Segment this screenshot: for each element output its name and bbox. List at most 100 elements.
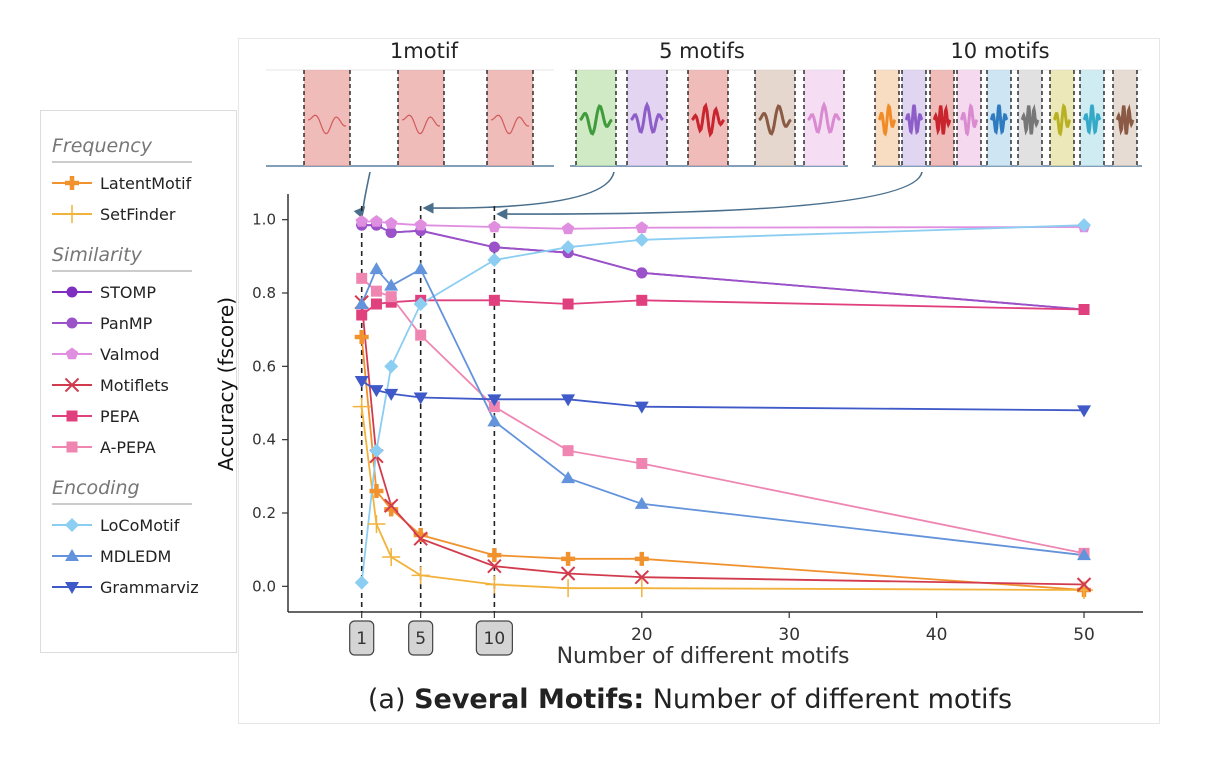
data-point-motiflets [413, 531, 428, 546]
legend-marker-pepa [66, 410, 78, 422]
data-point-grammarviz [561, 394, 576, 407]
data-point-pepa [488, 294, 500, 306]
caption-bold: Several Motifs: [414, 684, 644, 715]
data-point-setfinder [632, 579, 651, 598]
motif-wave [630, 101, 664, 134]
data-point-pepa [1078, 304, 1090, 315]
inset-arrow [496, 171, 923, 220]
data-point-latentmotif [354, 330, 369, 344]
motif-wave [807, 101, 841, 134]
legend-label-motiflets: Motiflets [100, 376, 169, 395]
data-point-mdledm [369, 262, 384, 275]
inset-arrows [353, 171, 923, 220]
data-point-grammarviz [369, 385, 384, 398]
data-point-locomotif [561, 240, 576, 255]
legend-marker-stomp [66, 286, 78, 298]
x-tick-label: 20 [631, 625, 653, 645]
data-point-grammarviz [487, 394, 502, 407]
x-ticks: 1 5 10 20 30 40 50 [349, 612, 1095, 656]
data-point-valmod [370, 215, 383, 227]
legend-marker-setfinder [63, 205, 81, 223]
data-point-grammarviz [1077, 405, 1092, 418]
data-point-valmod [414, 218, 427, 231]
data-point-grammarviz [354, 376, 369, 388]
data-point-latentmotif [369, 484, 384, 498]
legend-label-pepa: PEPA [100, 407, 139, 426]
motif-wave [758, 104, 792, 136]
data-point-motiflets [383, 498, 399, 513]
data-point-motiflets [487, 558, 502, 574]
data-point-motiflets [634, 569, 650, 585]
caption-rest: Number of different motifs [644, 684, 1012, 715]
data-point-locomotif [369, 443, 384, 458]
inset-panel-label: 5 motifs [659, 39, 745, 63]
data-point-grammarviz [413, 392, 428, 405]
data-point-mdledm [1077, 548, 1092, 561]
x-tick-box [475, 620, 513, 656]
motif-wave [1082, 104, 1102, 136]
legend-panel [40, 110, 237, 653]
y-tick-label: 0.0 [252, 577, 276, 595]
motif-wave [579, 104, 613, 136]
series-markers [352, 215, 1094, 599]
data-point-motiflets [560, 566, 576, 581]
y-tick-label: 0.2 [252, 504, 276, 522]
data-point-motiflets [1076, 577, 1092, 592]
motif-wave [877, 103, 897, 137]
data-point-mdledm [413, 262, 428, 275]
inset-panel-label: 1motif [390, 39, 459, 63]
data-point-panmp [488, 241, 500, 253]
legend-label-valmod: Valmod [100, 345, 159, 364]
legend-marker-panmp [66, 317, 78, 329]
data-point-mdledm [384, 278, 399, 291]
data-point-setfinder [559, 579, 578, 598]
legend-group-title: Frequency [52, 135, 153, 157]
motif-wave [690, 102, 726, 138]
legend-group-title: Encoding [52, 477, 140, 499]
legend-marker-grammarviz [65, 582, 79, 594]
motif-wave [490, 114, 530, 135]
motif-wave [989, 104, 1009, 136]
y-tick-label: 1.0 [252, 211, 276, 229]
data-point-locomotif [1077, 218, 1092, 233]
data-point-a-pepa [636, 458, 648, 469]
data-point-locomotif [413, 297, 428, 311]
data-point-a-pepa [488, 401, 500, 413]
data-point-setfinder [367, 515, 386, 533]
data-point-setfinder [411, 566, 430, 585]
data-point-locomotif [634, 232, 649, 247]
x-tick-box [349, 620, 375, 656]
legend-label-grammarviz: Grammarviz [100, 578, 199, 597]
data-point-grammarviz [634, 401, 649, 414]
data-point-grammarviz [384, 388, 399, 401]
y-tick-label: 0.8 [252, 284, 276, 302]
legend-marker-a-pepa [66, 441, 78, 453]
x-tick-label: 5 [415, 629, 426, 649]
data-point-setfinder [485, 575, 504, 594]
series-line-locomotif [360, 224, 1085, 583]
x-tick-label: 1 [356, 629, 367, 649]
legend-label-panmp: PanMP [100, 314, 153, 333]
y-axis-label: Accuracy (fscore) [214, 297, 238, 471]
inset-panel-label: 10 motifs [950, 39, 1049, 63]
data-point-valmod [561, 222, 575, 235]
data-point-mdledm [487, 414, 502, 427]
data-point-pepa [356, 309, 368, 321]
motif-wave [1115, 103, 1135, 136]
data-point-mdledm [354, 297, 369, 309]
data-point-a-pepa [385, 291, 397, 303]
data-point-pepa [636, 294, 648, 306]
legend-marker-locomotif [65, 518, 79, 532]
legend-label-setfinder: SetFinder [100, 205, 176, 224]
data-point-latentmotif [487, 548, 502, 563]
legend-label-a-pepa: A-PEPA [100, 438, 156, 457]
legend-marker-motiflets [64, 377, 80, 393]
x-tick-label: 30 [778, 625, 800, 645]
x-tick-label: 50 [1073, 625, 1095, 645]
legend: Frequency LatentMotif SetFinder Similarity S… [52, 135, 199, 597]
y-ticks: 0.0 0.2 0.4 0.6 0.8 1.0 [252, 211, 288, 595]
data-point-valmod [488, 220, 501, 233]
data-point-mdledm [561, 471, 576, 484]
motif-wave [401, 114, 441, 135]
